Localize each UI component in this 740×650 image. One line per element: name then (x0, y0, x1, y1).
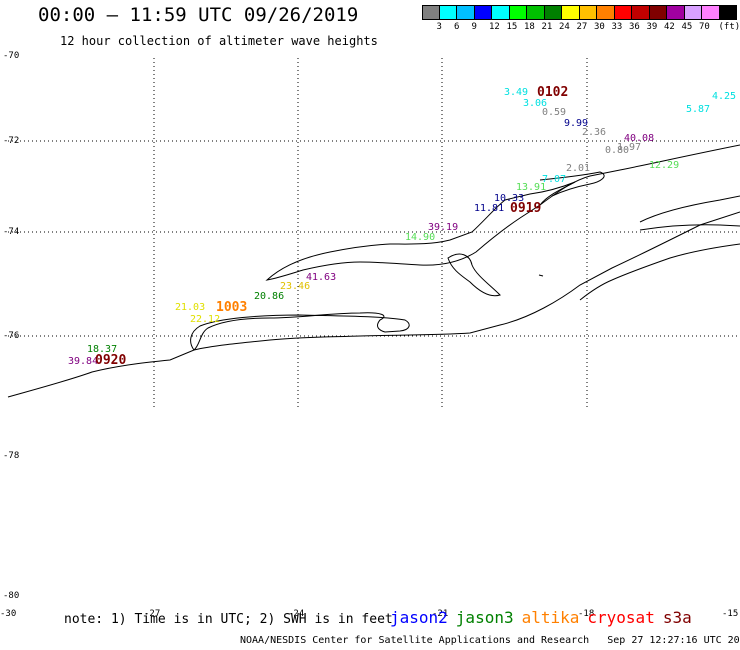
colorbar-tick: 42 (664, 22, 675, 32)
wave-height-label: 2.01 (566, 163, 590, 174)
lon-label-27: -27 (144, 609, 161, 619)
lon-label-21: -21 (432, 609, 449, 619)
colorbar-swatch (422, 5, 440, 20)
wave-height-label: 4.25 (712, 91, 736, 102)
colorbar-swatch (544, 5, 562, 20)
colorbar-swatch (509, 5, 527, 20)
wave-height-label: 0.80 (605, 145, 629, 156)
coastline (7, 144, 740, 398)
pass-time-label: 0102 (537, 85, 568, 100)
colorbar-tick: 3 (436, 22, 442, 32)
lat-label-74: -74 (3, 227, 20, 237)
colorbar-unit: (ft) (718, 22, 740, 32)
wave-height-label: 20.86 (254, 291, 284, 302)
colorbar-tick: 33 (611, 22, 623, 32)
colorbar-swatch (684, 5, 702, 20)
lon-label-24: -24 (288, 609, 305, 619)
colorbar-swatch (562, 5, 580, 20)
observation-labels: 3.493.060.599.992.36 40.080.801.97 4.255.8… (68, 87, 736, 367)
colorbar-swatch (702, 5, 720, 20)
colorbar-tick-labels: 3 6 9 12 15 18 21 24 27 30 33 36 39 42 45 70 (ft) (422, 22, 740, 34)
wave-height-label: 18.37 (87, 344, 117, 355)
colorbar-swatch (527, 5, 545, 20)
satellite-legend-item: s3a (662, 608, 692, 627)
colorbar-tick: 39 (646, 22, 658, 32)
lat-label-76: -76 (3, 331, 20, 341)
map-subtitle: 12 hour collection of altimeter wave hei… (60, 34, 378, 48)
colorbar-swatch (457, 5, 475, 20)
colorbar-tick: 18 (524, 22, 535, 32)
wave-height-label: 5.87 (686, 104, 710, 115)
lon-label-30: -30 (0, 609, 17, 619)
satellite-legend-item: jason2 (390, 608, 448, 627)
colorbar-swatch (439, 5, 457, 20)
wave-height-label: 0.59 (542, 107, 566, 118)
lon-label-15: -15 (722, 609, 739, 619)
wave-height-label: 11.81 (474, 203, 504, 214)
colorbar-swatch (579, 5, 597, 20)
lat-label-70: -70 (3, 51, 20, 61)
wave-height-label: 14.90 (405, 232, 435, 243)
satellite-legend: jason2 jason3 altika cryosat s3a (390, 608, 700, 627)
colorbar-tick: 15 (506, 22, 518, 32)
wave-height-label: 3.49 (504, 87, 528, 98)
satellite-legend-item: jason3 (455, 608, 514, 627)
satellite-legend-item: cryosat (587, 608, 655, 627)
colorbar-swatch (614, 5, 632, 20)
colorbar-tick: 36 (629, 22, 640, 32)
wave-height-label: 23.46 (280, 281, 310, 292)
colorbar-tick: 9 (471, 22, 477, 32)
colorbar-swatch (649, 5, 667, 20)
wave-height-label: 12.29 (649, 160, 679, 171)
footer-credit: NOAA/NESDIS Center for Satellite Applica… (240, 635, 740, 646)
wave-height-label: 3.06 (523, 98, 547, 109)
lat-label-80: -80 (3, 591, 20, 601)
pass-time-labels: 0102 0919 1003 0920 (95, 85, 568, 368)
wave-height-label: 10.33 (494, 193, 524, 204)
pass-time-label: 0919 (510, 201, 541, 216)
colorbar-swatch (474, 5, 492, 20)
colorbar-swatch (492, 5, 510, 20)
colorbar-tick: 24 (559, 22, 570, 32)
lat-label-72: -72 (3, 136, 20, 146)
colorbar-swatch (632, 5, 650, 20)
wave-height-label: 41.63 (306, 272, 336, 283)
lon-label-18: -18 (578, 609, 595, 619)
satellite-legend-item: altika (521, 608, 580, 627)
colorbar-swatch (597, 5, 615, 20)
colorbar-swatch (667, 5, 685, 20)
wave-height-label: 9.99 (564, 118, 588, 129)
wave-height-label: 22.12 (190, 314, 220, 325)
wave-height-label: 40.08 (624, 133, 654, 144)
footer-note: note: 1) Time is in UTC; 2) SWH is in fe… (64, 612, 393, 627)
wave-height-label: 39.19 (428, 222, 458, 233)
wave-height-label: 2.36 (582, 127, 606, 138)
map-title: 00:00 – 11:59 UTC 09/26/2019 (38, 4, 359, 26)
pass-time-label: 0920 (95, 353, 126, 368)
lat-label-78: -78 (3, 451, 20, 461)
pass-time-label: 1003 (216, 300, 247, 315)
colorbar-tick: 70 (699, 22, 710, 32)
wave-height-colorbar (422, 5, 737, 20)
colorbar-tick: 6 (454, 22, 460, 32)
colorbar-tick: 45 (681, 22, 693, 32)
wave-height-label: 1.97 (617, 142, 641, 153)
colorbar-tick: 30 (594, 22, 605, 32)
colorbar-tick: 12 (489, 22, 500, 32)
colorbar-swatch (719, 5, 737, 20)
wave-height-label: 39.84 (68, 356, 98, 367)
colorbar-tick: 21 (541, 22, 553, 32)
wave-height-label: 13.91 (516, 182, 546, 193)
wave-height-label: 7.07 (542, 174, 566, 185)
wave-height-label: 21.03 (175, 302, 205, 313)
colorbar-tick: 27 (576, 22, 588, 32)
